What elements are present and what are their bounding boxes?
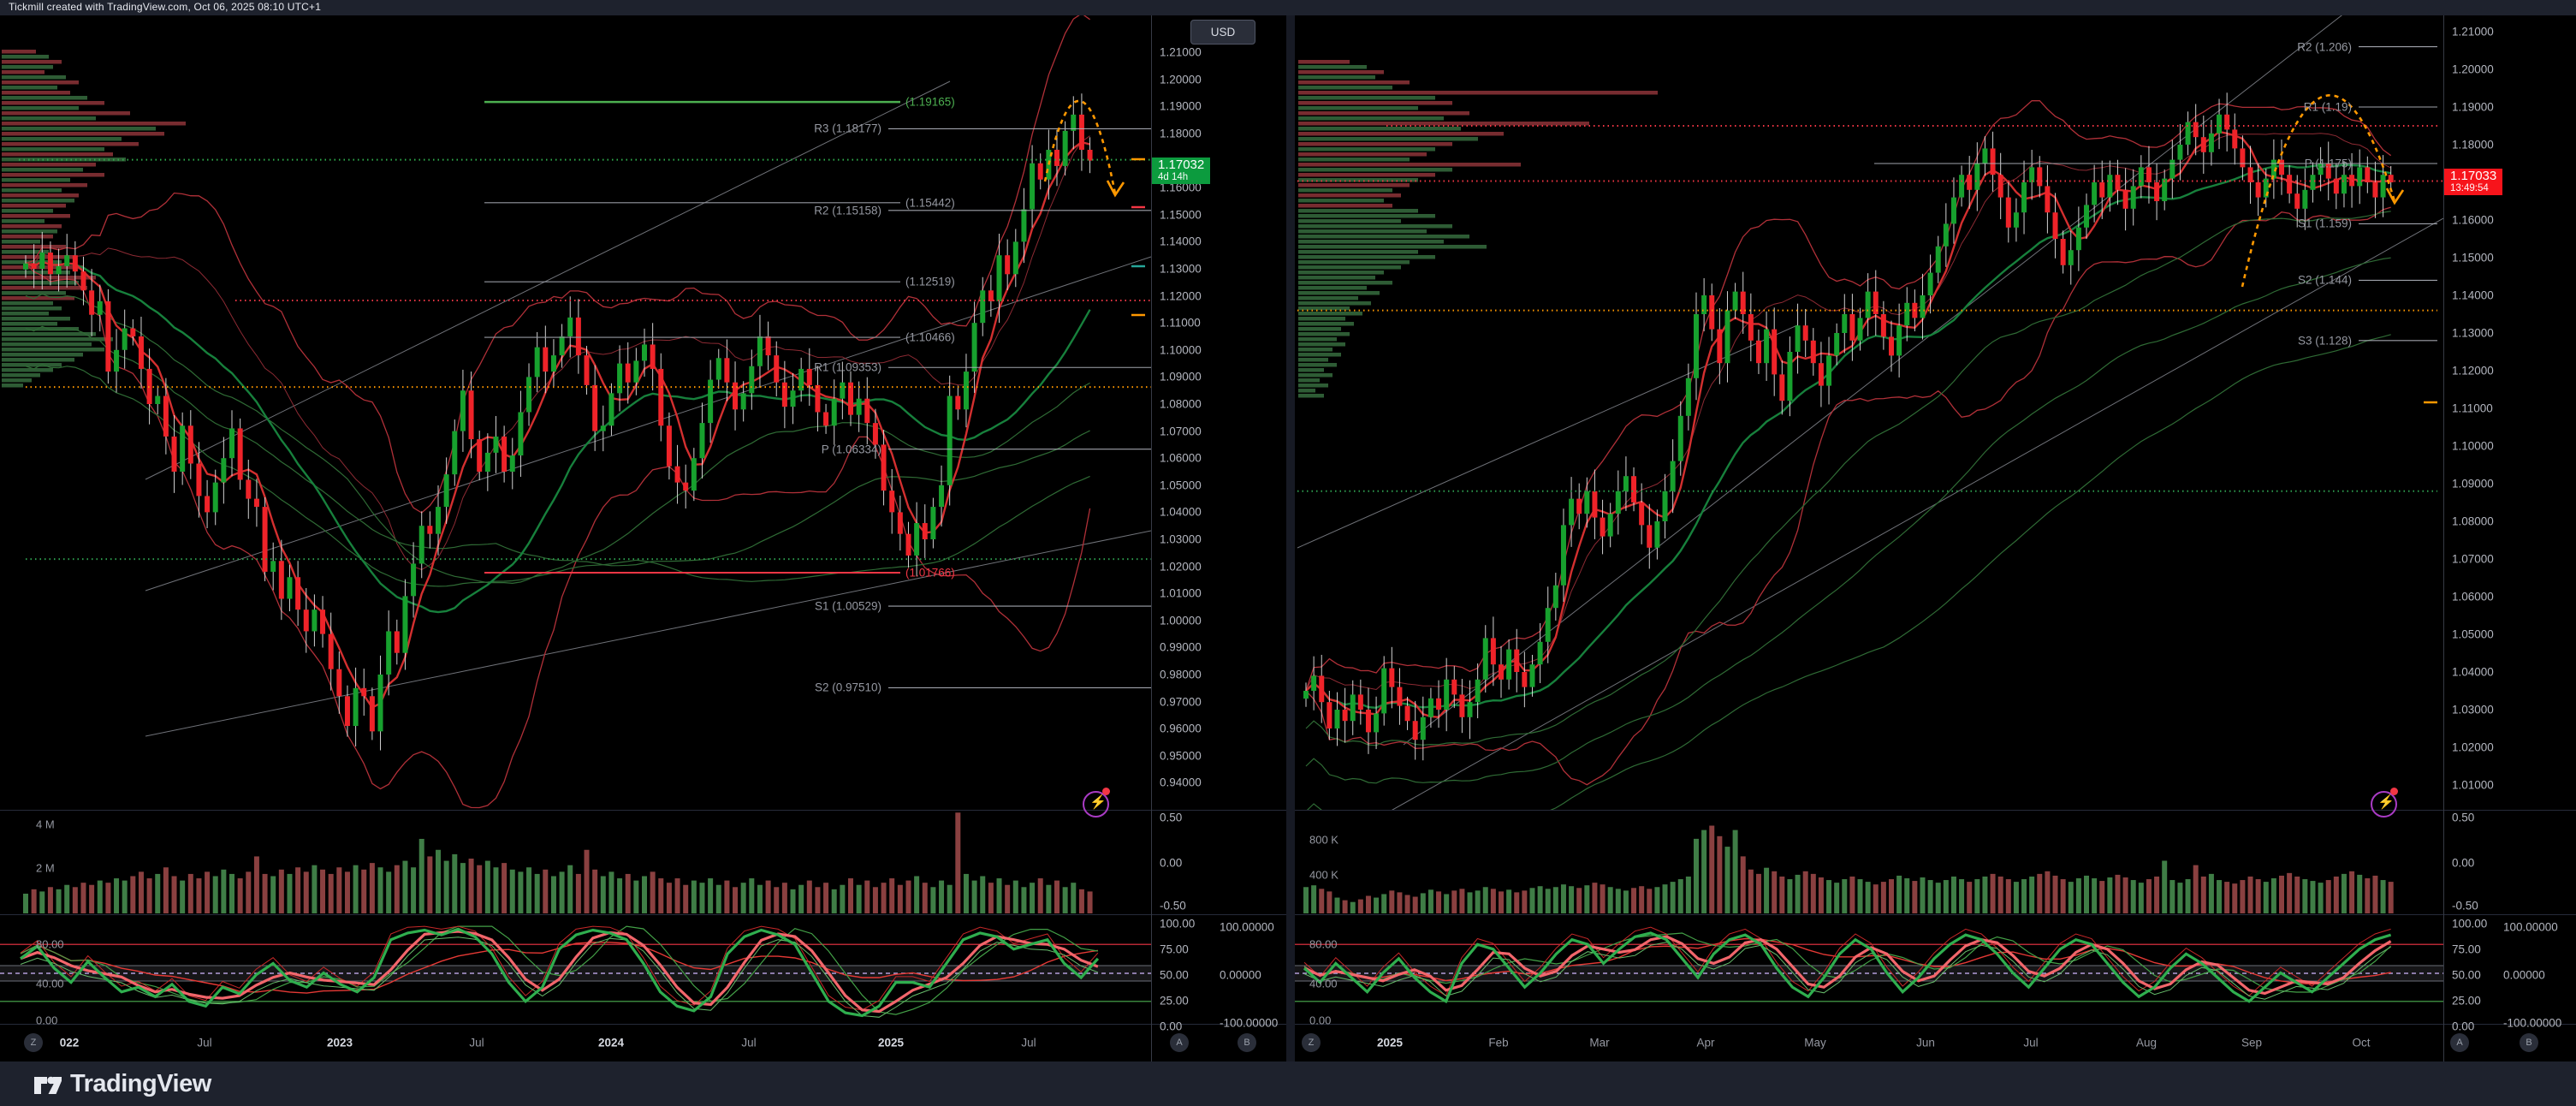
tradingview-logo-text: TradingView	[70, 1069, 211, 1097]
bar-countdown: 13:49:54	[2450, 182, 2489, 193]
panel-divider[interactable]	[1286, 15, 1295, 1061]
price-scale-separator-left[interactable]	[1151, 15, 1152, 1061]
last-price-value: 1.17033	[2450, 169, 2497, 183]
bar-countdown: 4d 14h	[1158, 171, 1189, 182]
last-price-value: 1.17032	[1158, 158, 1205, 172]
chart-panel-right[interactable]	[1295, 15, 2576, 1061]
footer-bar: TradingView	[0, 1061, 2576, 1106]
pane-separator[interactable]	[1295, 914, 2576, 915]
attribution-text: Tickmill created with TradingView.com, O…	[9, 1, 322, 13]
pane-separator	[1295, 1024, 2576, 1025]
last-price-tag-right: 1.17033 13:49:54	[2444, 169, 2503, 195]
scale-button-a[interactable]: A	[2450, 1033, 2469, 1052]
notification-dot	[1102, 788, 1110, 795]
lightning-ring	[1083, 791, 1109, 818]
scale-button-z[interactable]: Z	[1302, 1033, 1321, 1052]
tradingview-logo-icon	[34, 1076, 62, 1094]
lightning-ring	[2371, 791, 2397, 818]
scale-button-a[interactable]: A	[1170, 1033, 1189, 1052]
pane-separator[interactable]	[1295, 810, 2576, 811]
price-scale-separator-right[interactable]	[2443, 15, 2444, 1061]
attribution-bar: Tickmill created with TradingView.com, O…	[0, 0, 2576, 15]
lightning-bolt-icon: ⚡	[1089, 795, 1107, 810]
lightning-bolt-icon: ⚡	[2377, 795, 2395, 810]
lightning-alert-icon[interactable]: ⚡	[2369, 788, 2400, 818]
scale-button-b[interactable]: B	[2520, 1033, 2538, 1052]
currency-unit-button[interactable]: USD	[1190, 20, 1255, 45]
pane-separator[interactable]	[0, 810, 1286, 811]
scale-button-b[interactable]: B	[1238, 1033, 1256, 1052]
notification-dot	[2390, 788, 2398, 795]
scale-button-z[interactable]: Z	[24, 1033, 43, 1052]
tradingview-logo[interactable]: TradingView	[33, 1069, 211, 1098]
lightning-alert-icon[interactable]: ⚡	[1081, 788, 1112, 818]
last-price-tag-left: 1.17032 4d 14h	[1152, 158, 1211, 184]
pane-separator	[0, 1024, 1286, 1025]
pane-separator[interactable]	[0, 914, 1286, 915]
